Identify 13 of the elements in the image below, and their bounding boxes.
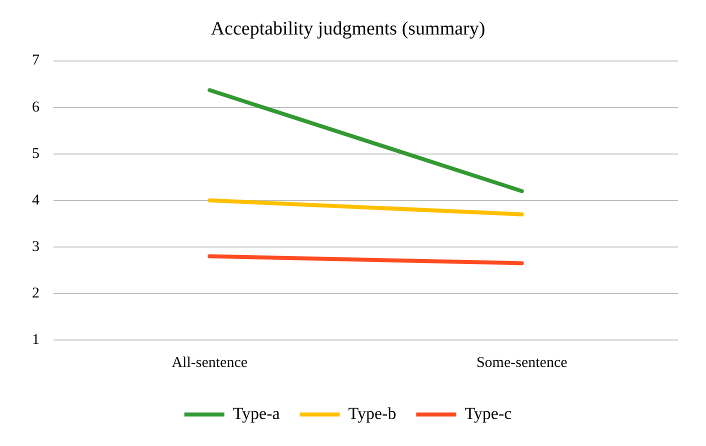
y-tick-label: 5 — [32, 146, 40, 162]
x-tick-label: Some-sentence — [476, 354, 568, 371]
chart-title: Acceptability judgments (summary) — [210, 18, 486, 40]
y-tick-label: 1 — [32, 332, 40, 348]
y-tick-label: 7 — [32, 52, 40, 69]
y-tick-label: 6 — [32, 99, 40, 116]
y-tick-label: 2 — [32, 285, 40, 302]
y-tick-label: 4 — [32, 192, 40, 208]
legend-label: Type-c — [464, 404, 512, 423]
legend-label: Type-b — [348, 404, 396, 423]
y-tick-label: 3 — [32, 238, 40, 255]
x-tick-label: All-sentence — [172, 354, 248, 371]
legend-label: Type-a — [232, 404, 280, 423]
